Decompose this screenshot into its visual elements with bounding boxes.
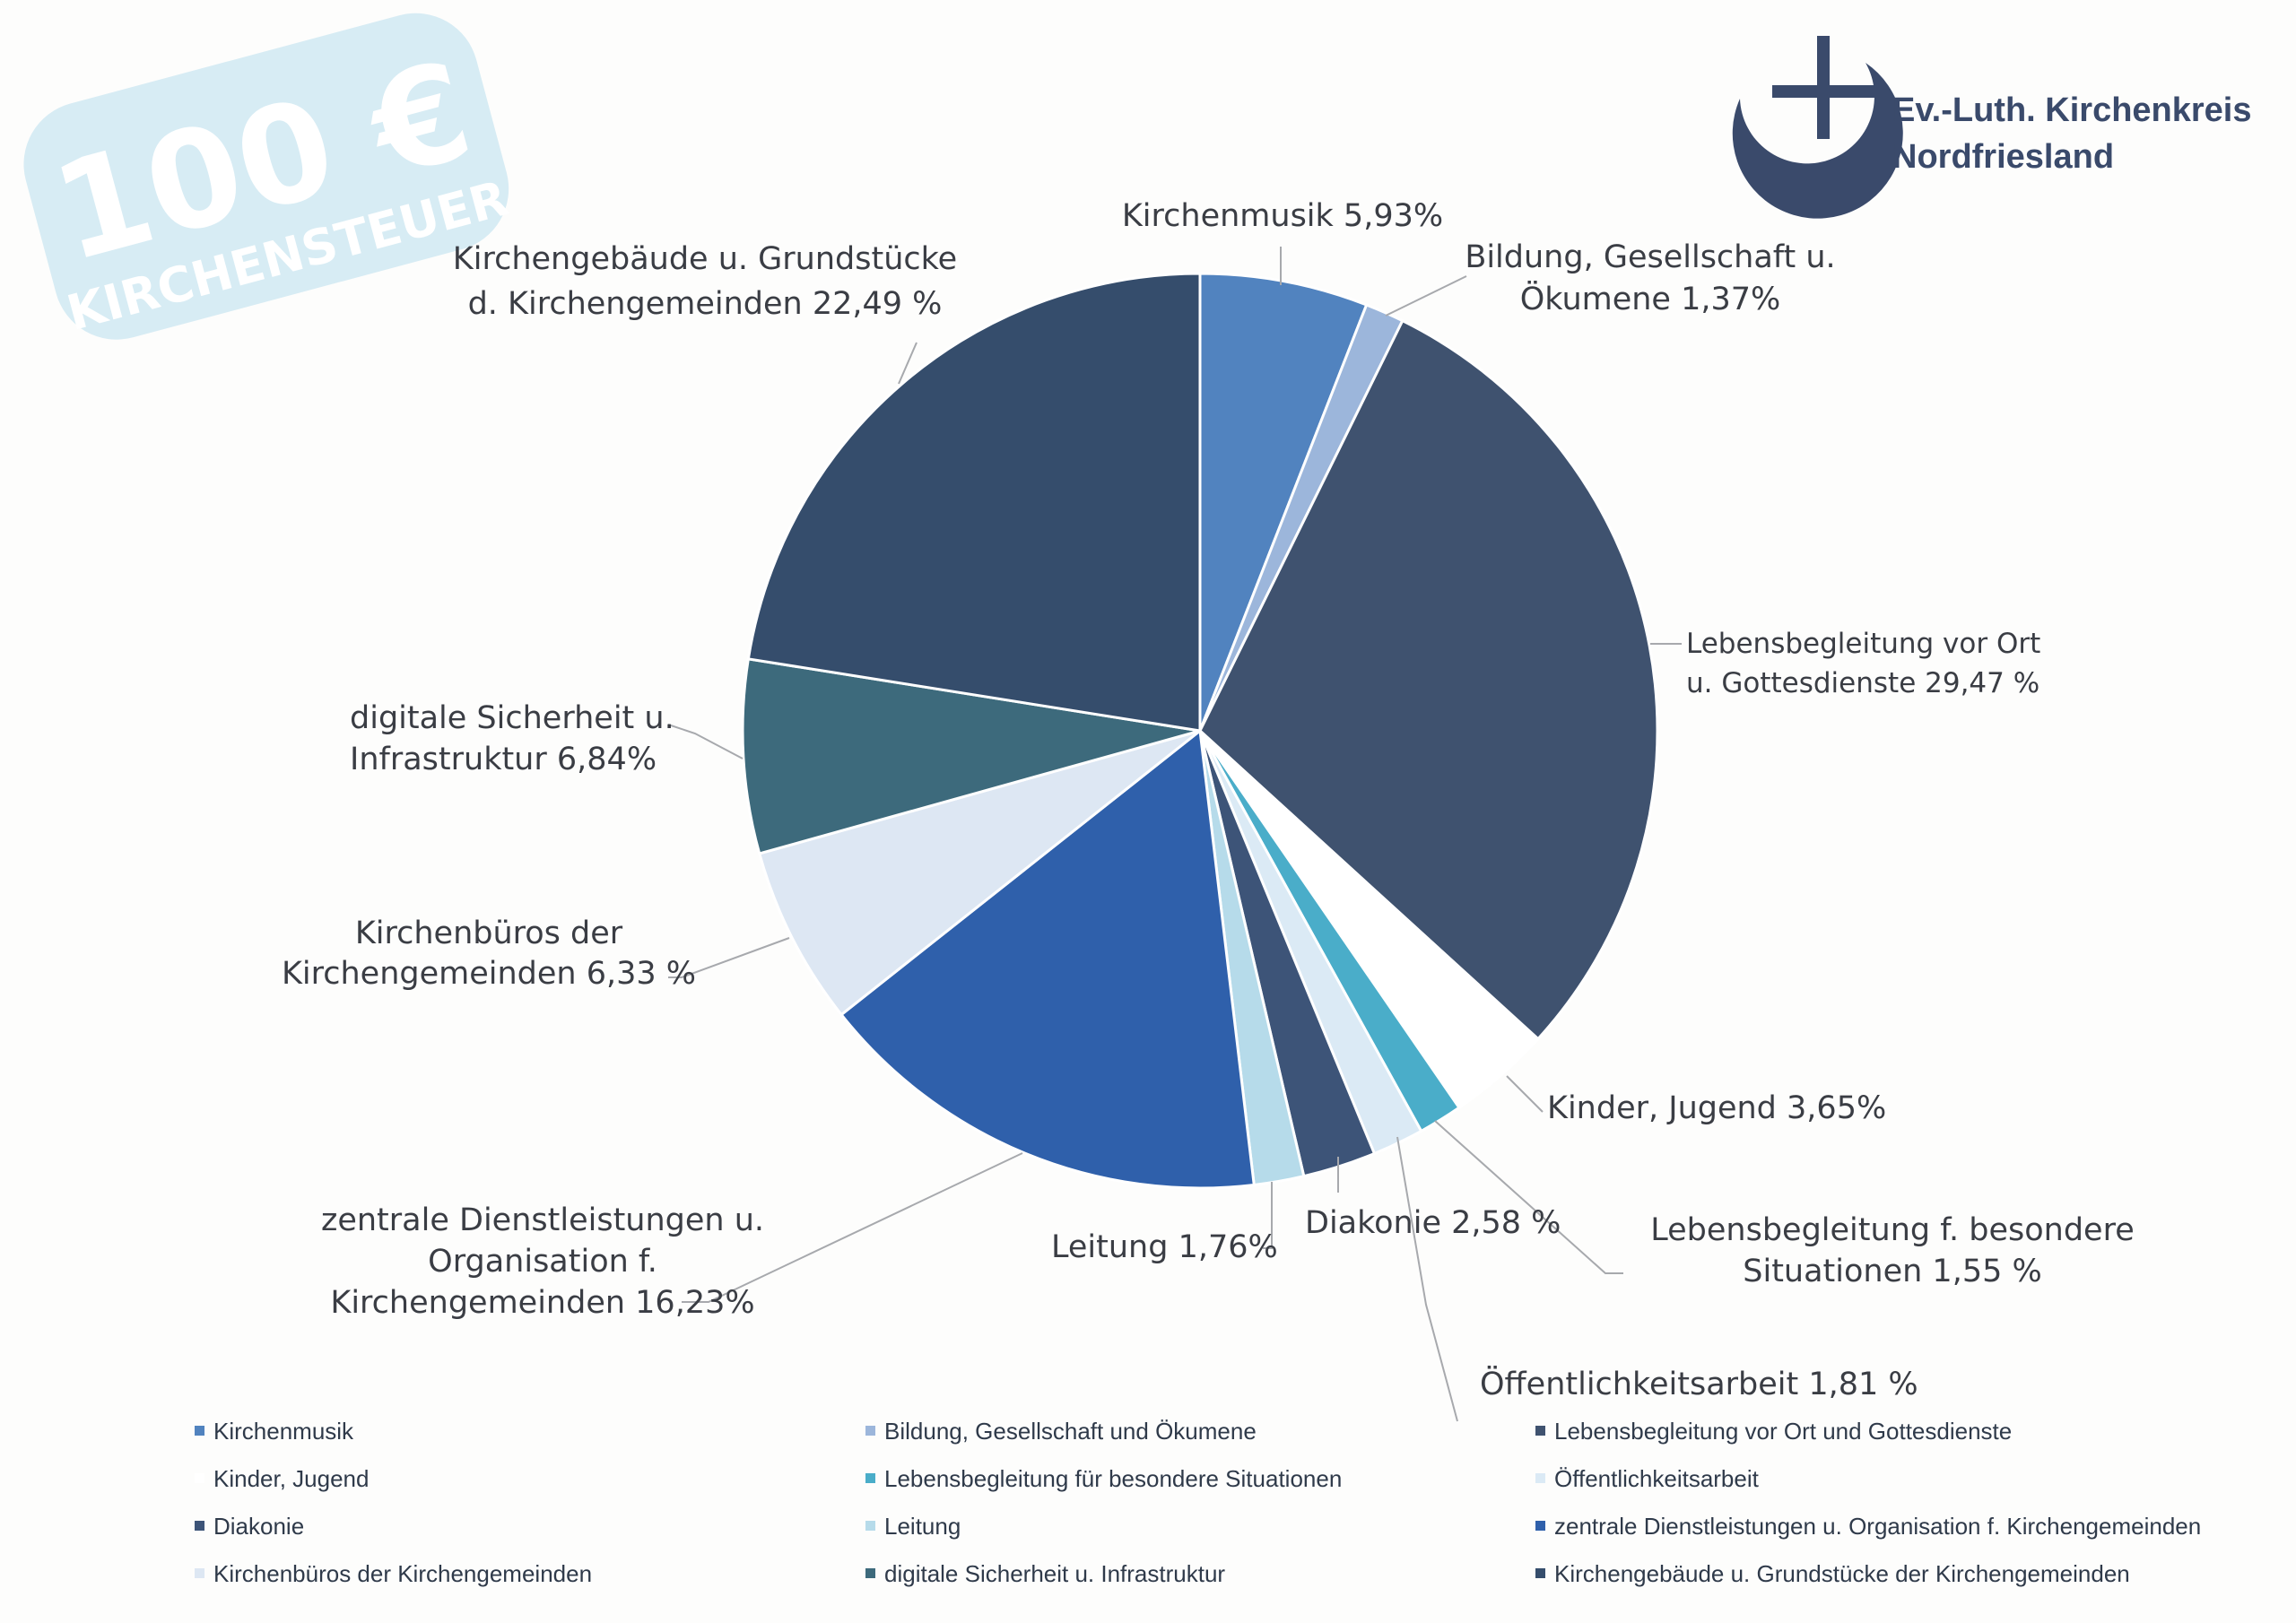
- legend-label: Diakonie: [213, 1513, 304, 1540]
- legend-swatch: [195, 1568, 204, 1578]
- legend-item: Diakonie: [195, 1513, 304, 1540]
- slice-label-line: Öffentlichkeitsarbeit 1,81 %: [1480, 1365, 1918, 1402]
- slice-label-line: zentrale Dienstleistungen u.: [321, 1202, 764, 1238]
- legend-label: Kirchengebäude u. Grundstücke der Kirche…: [1554, 1560, 2130, 1587]
- legend-swatch: [865, 1473, 875, 1483]
- legend-item: digitale Sicherheit u. Infrastruktur: [865, 1560, 1225, 1587]
- slice-label-line: Kirchenmusik 5,93%: [1122, 198, 1443, 234]
- legend-label: Kirchenbüros der Kirchengemeinden: [213, 1560, 592, 1587]
- legend-item: Kirchenmusik: [195, 1418, 354, 1445]
- slice-label-line: u. Gottesdienste 29,47 %: [1686, 667, 2039, 699]
- slice-data-label: Bildung, Gesellschaft u. Ökumene 1,37%: [1465, 239, 1835, 317]
- legend-label: Bildung, Gesellschaft und Ökumene: [884, 1418, 1257, 1445]
- legend-label: Lebensbegleitung vor Ort und Gottesdiens…: [1554, 1418, 2012, 1445]
- legend-label: Kinder, Jugend: [213, 1465, 369, 1492]
- slice-label-line: Leitung 1,76%: [1051, 1229, 1278, 1265]
- slice-data-label: Kirchenmusik 5,93%: [1122, 198, 1443, 234]
- slice-data-label: Lebensbegleitung f. besondere Situationen…: [1650, 1212, 2134, 1289]
- slice-label-line: Lebensbegleitung f. besondere: [1650, 1212, 2134, 1248]
- slice-data-label: Lebensbegleitung vor Ort u. Gottesdienste…: [1686, 628, 2040, 699]
- legend-label: Kirchenmusik: [213, 1418, 354, 1445]
- slice-label-line: Infrastruktur 6,84%: [350, 742, 657, 777]
- slice-data-label: Diakonie 2,58 %: [1305, 1205, 1561, 1241]
- legend-label: Leitung: [884, 1513, 961, 1540]
- slice-label-line: Lebensbegleitung vor Ort: [1686, 628, 2040, 660]
- legend-label: zentrale Dienstleistungen u. Organisatio…: [1554, 1513, 2201, 1540]
- pie-slices: [741, 272, 1659, 1190]
- leader-line: [1434, 1120, 1623, 1274]
- slice-label-line: digitale Sicherheit u.: [350, 700, 674, 736]
- slice-data-label: Kirchenbüros der Kirchengemeinden 6,33 %: [282, 916, 696, 992]
- legend-item: Kirchengebäude u. Grundstücke der Kirche…: [1535, 1560, 2130, 1587]
- leader-line: [1385, 275, 1467, 317]
- slice-label-line: Kirchengemeinden 6,33 %: [282, 956, 696, 992]
- slice-label-line: Organisation f.: [428, 1244, 657, 1280]
- pie-slice: [839, 728, 1256, 1190]
- kirchensteuer-stamp: 100 € KIRCHENSTEUER: [23, 13, 514, 342]
- slice-data-label: Kirchengebäude u. Grundstücke d. Kircheng…: [453, 241, 957, 322]
- slice-labels: Kirchenmusik 5,93% Bildung, Gesellschaft …: [282, 198, 2135, 1402]
- leader-line: [898, 342, 918, 385]
- slice-label-line: Ökumene 1,37%: [1520, 280, 1781, 317]
- slice-data-label: Kinder, Jugend 3,65%: [1547, 1090, 1886, 1126]
- legend-item: Bildung, Gesellschaft und Ökumene: [865, 1418, 1257, 1445]
- legend-item: Lebensbegleitung vor Ort und Gottesdiens…: [1535, 1418, 2012, 1445]
- slice-label-line: Diakonie 2,58 %: [1305, 1205, 1561, 1241]
- slice-label-line: d. Kirchengemeinden 22,49 %: [468, 286, 943, 322]
- leader-line: [1396, 1136, 1458, 1422]
- leader-line: [682, 1152, 1023, 1303]
- leader-line: [667, 724, 744, 759]
- legend-swatch: [865, 1426, 875, 1436]
- legend-swatch: [1535, 1568, 1545, 1578]
- pie-slice: [1198, 318, 1659, 1041]
- legend-item: zentrale Dienstleistungen u. Organisatio…: [1535, 1513, 2201, 1540]
- pie-slice: [1198, 272, 1369, 732]
- legend-swatch: [1535, 1426, 1545, 1436]
- slice-data-label: zentrale Dienstleistungen u. Organisation…: [321, 1202, 764, 1321]
- legend-swatch: [865, 1568, 875, 1578]
- logo-title-line1: Ev.-Luth. Kirchenkreis: [1892, 91, 2252, 129]
- legend-item: Kinder, Jugend: [195, 1465, 369, 1492]
- legend-item: Leitung: [865, 1513, 961, 1540]
- legend-item: Kirchenbüros der Kirchengemeinden: [195, 1560, 592, 1587]
- pie-slice: [757, 729, 1201, 1017]
- slice-data-label: Leitung 1,76%: [1051, 1229, 1278, 1265]
- leader-line: [1263, 1182, 1273, 1249]
- leader-line: [1506, 1075, 1544, 1113]
- pie-slice: [746, 272, 1202, 733]
- slice-label-line: Kirchenbüros der: [355, 916, 623, 951]
- legend-swatch: [195, 1521, 204, 1531]
- leader-line: [668, 937, 790, 978]
- slice-label-line: Situationen 1,55 %: [1743, 1254, 2042, 1289]
- logo-crescent-icon: [1732, 63, 1903, 219]
- legend-label: Öffentlichkeitsarbeit: [1554, 1465, 1760, 1492]
- pie-slice: [741, 657, 1201, 855]
- legend-swatch: [865, 1521, 875, 1531]
- legend-item: Öffentlichkeitsarbeit: [1535, 1465, 1760, 1492]
- slice-data-label: digitale Sicherheit u. Infrastruktur 6,84…: [350, 700, 674, 777]
- slice-label-line: Bildung, Gesellschaft u.: [1465, 239, 1835, 275]
- legend-swatch: [195, 1473, 204, 1483]
- legend-swatch: [1535, 1521, 1545, 1531]
- logo-title-line2: Nordfriesland: [1892, 138, 2114, 176]
- legend-label: Lebensbegleitung für besondere Situation…: [884, 1465, 1342, 1492]
- slice-label-line: Kirchengemeinden 16,23%: [330, 1285, 754, 1321]
- legend-label: digitale Sicherheit u. Infrastruktur: [884, 1560, 1225, 1587]
- legend-item: Lebensbegleitung für besondere Situation…: [865, 1465, 1342, 1492]
- slice-label-line: Kirchengebäude u. Grundstücke: [453, 241, 957, 277]
- legend-swatch: [195, 1426, 204, 1436]
- kirchenkreis-logo: Ev.-Luth. Kirchenkreis Nordfriesland: [1732, 36, 2252, 219]
- legend-swatch: [1535, 1473, 1545, 1483]
- slice-data-label: Öffentlichkeitsarbeit 1,81 %: [1480, 1365, 1918, 1402]
- label-leader-lines: [667, 247, 1682, 1422]
- slice-label-line: Kinder, Jugend 3,65%: [1547, 1090, 1886, 1126]
- legend: Kirchenmusik Bildung, Gesellschaft und Ök…: [195, 1418, 2201, 1587]
